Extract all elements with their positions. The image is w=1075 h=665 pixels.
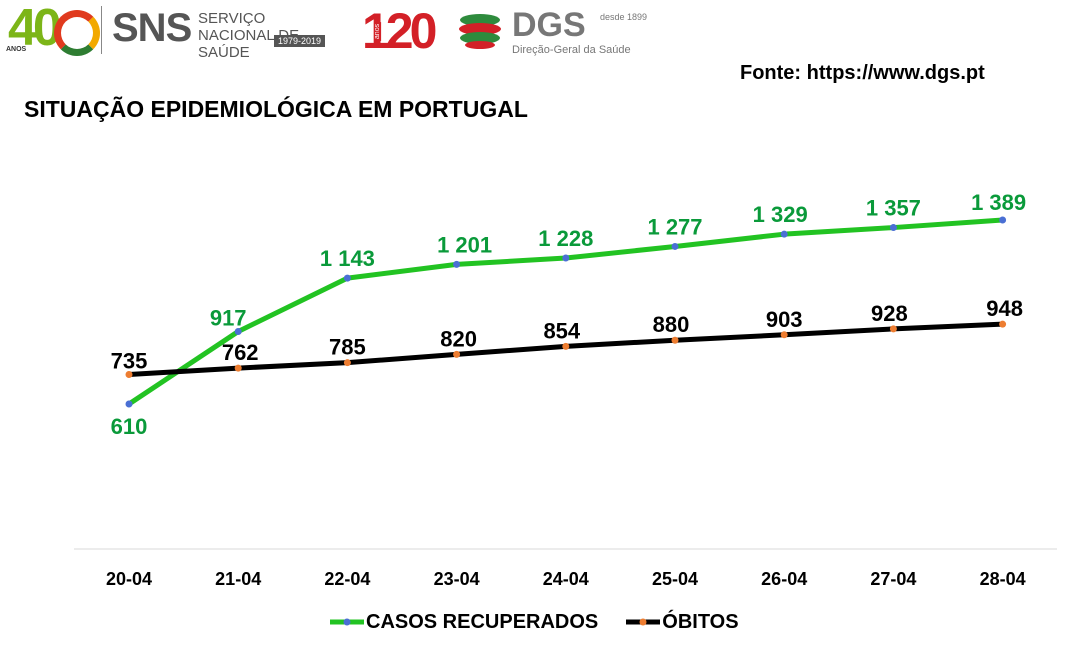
data-label-recovered: 1 329	[753, 202, 808, 227]
legend-swatch-recovered	[330, 618, 364, 626]
data-label-recovered: 610	[111, 414, 148, 439]
data-label-deaths: 820	[440, 326, 477, 351]
dgs-since: desde 1899	[600, 12, 648, 22]
data-point-deaths	[889, 325, 897, 333]
data-label-recovered: 1 228	[538, 226, 593, 251]
data-source: Fonte: https://www.dgs.pt	[740, 62, 985, 84]
x-tick-label: 28-04	[980, 569, 1026, 589]
data-label-recovered: 1 201	[437, 232, 492, 257]
x-tick-label: 25-04	[652, 569, 698, 589]
data-point-deaths	[780, 331, 788, 339]
header: 40 ANOS SNS SERVIÇO NACIONAL DE SAÚDE 19…	[0, 0, 1075, 70]
data-point-deaths	[453, 350, 461, 358]
data-point-recovered	[671, 242, 679, 250]
data-label-deaths: 948	[986, 296, 1023, 321]
data-label-deaths: 928	[871, 301, 908, 326]
chart-title: SITUAÇÃO EPIDEMIOLÓGICA EM PORTUGAL	[24, 96, 528, 122]
data-point-recovered	[889, 224, 897, 232]
data-label-deaths: 735	[111, 348, 148, 373]
data-label-recovered: 917	[210, 305, 247, 330]
dgs-emblem-icon	[459, 14, 501, 49]
logo40-label: ANOS	[6, 46, 27, 53]
dgs-logo-text: DGS	[512, 6, 586, 44]
data-point-recovered	[562, 254, 570, 262]
data-point-deaths	[999, 320, 1007, 328]
logo40-ring-icon	[54, 10, 100, 56]
data-point-deaths	[234, 364, 242, 372]
sns-full-name: SERVIÇO NACIONAL DE SAÚDE	[198, 10, 300, 61]
legend-label-deaths: ÓBITOS	[662, 610, 739, 633]
data-point-recovered	[453, 260, 461, 268]
data-label-recovered: 1 389	[971, 190, 1026, 215]
data-label-deaths: 903	[766, 307, 803, 332]
sns-logo-text: SNS	[112, 6, 192, 50]
x-tick-label: 20-04	[106, 569, 152, 589]
data-point-deaths	[125, 370, 133, 378]
x-tick-label: 23-04	[434, 569, 480, 589]
data-point-deaths	[343, 359, 351, 367]
x-tick-label: 21-04	[215, 569, 261, 589]
legend-item-deaths: ÓBITOS	[626, 608, 739, 636]
x-tick-label: 22-04	[324, 569, 370, 589]
sns-years-badge: 1979-2019	[274, 35, 326, 47]
logo40-number: 40	[8, 0, 62, 57]
chart-legend: CASOS RECUPERADOS ÓBITOS	[330, 608, 767, 636]
data-label-deaths: 785	[329, 335, 366, 360]
legend-swatch-deaths	[626, 618, 661, 626]
data-label-deaths: 854	[543, 318, 580, 343]
x-tick-label: 26-04	[761, 569, 807, 589]
data-label-recovered: 1 143	[320, 246, 375, 271]
data-point-recovered	[234, 327, 242, 335]
data-point-recovered	[125, 400, 133, 408]
data-point-recovered	[999, 216, 1007, 224]
data-point-recovered	[343, 274, 351, 282]
data-point-recovered	[780, 230, 788, 238]
data-point-deaths	[562, 342, 570, 350]
legend-item-recovered: CASOS RECUPERADOS	[330, 608, 598, 636]
data-label-deaths: 762	[222, 340, 259, 365]
dgs-full-name: Direção-Geral da Saúde	[512, 44, 631, 56]
x-tick-label: 24-04	[543, 569, 589, 589]
data-label-recovered: 1 277	[647, 214, 702, 239]
data-label-recovered: 1 357	[866, 196, 921, 221]
sns-40-anos-logo: 40 ANOS	[4, 0, 100, 57]
x-tick-label: 27-04	[870, 569, 916, 589]
legend-label-recovered: CASOS RECUPERADOS	[366, 610, 599, 633]
data-point-deaths	[671, 336, 679, 344]
line-chart: 20-04 21-04 22-04 23-04 24-04 25-04 26-04 27-04…	[74, 190, 1057, 589]
data-label-deaths: 880	[653, 312, 690, 337]
logo-divider	[101, 6, 102, 54]
